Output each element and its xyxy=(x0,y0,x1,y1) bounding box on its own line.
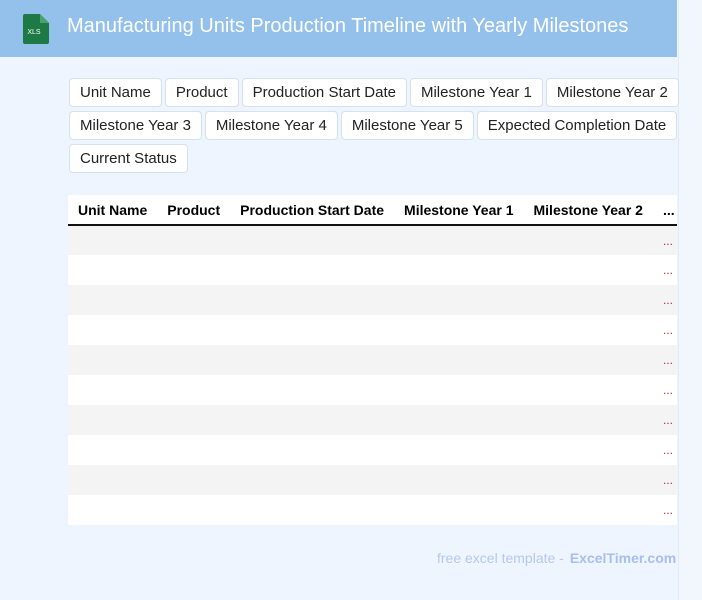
table-cell: ... xyxy=(652,285,677,315)
table-cell xyxy=(230,315,394,345)
table-cell xyxy=(230,255,394,285)
table-cell xyxy=(68,255,157,285)
table-cell xyxy=(394,495,523,525)
table-row: ... xyxy=(68,435,677,465)
table-cell xyxy=(230,345,395,375)
table-cell xyxy=(394,345,524,375)
column-chip[interactable]: Unit Name xyxy=(69,78,162,107)
table-cell xyxy=(394,465,524,495)
page-title: Manufacturing Units Production Timeline … xyxy=(67,15,629,37)
table-cell xyxy=(230,285,395,315)
table-row: ... xyxy=(68,345,677,375)
table-row: ... xyxy=(68,405,677,435)
table-cell xyxy=(524,435,653,465)
page-header: XLS Manufacturing Units Production Timel… xyxy=(0,0,677,57)
table-cell xyxy=(157,285,231,315)
table-cell: ... xyxy=(652,465,677,495)
table-cell: ... xyxy=(662,443,673,457)
table-cell xyxy=(523,465,653,495)
table-cell xyxy=(523,345,653,375)
table-cell: ... xyxy=(652,345,677,375)
data-table: Unit Name Product Production Start Date Mil… xyxy=(68,195,677,525)
column-header[interactable]: Production Start Date xyxy=(230,195,395,226)
table-cell xyxy=(68,435,157,465)
column-chip[interactable]: Milestone Year 5 xyxy=(340,111,474,140)
column-chip[interactable]: Milestone Year 2 xyxy=(545,78,679,107)
table-cell xyxy=(394,375,523,405)
scrollbar-track[interactable] xyxy=(678,0,702,600)
table-row: ... xyxy=(68,285,677,315)
table-cell xyxy=(394,255,523,285)
table-cell xyxy=(157,375,230,405)
table-cell xyxy=(230,405,395,435)
column-header[interactable]: ... xyxy=(652,195,677,226)
table-row: ... xyxy=(68,225,677,255)
table-cell xyxy=(523,225,653,255)
table-cell xyxy=(157,495,230,525)
column-chip[interactable]: Milestone Year 3 xyxy=(69,111,202,140)
table-cell xyxy=(524,315,653,345)
table-cell xyxy=(394,435,523,465)
table-cell: ... xyxy=(662,503,673,517)
table-cell xyxy=(524,375,653,405)
column-chip[interactable]: Current Status xyxy=(69,144,188,173)
table-cell xyxy=(157,435,230,465)
table-cell xyxy=(157,225,231,255)
table-cell: ... xyxy=(652,225,677,255)
column-chips: Unit Name Product Production Start Date Mil… xyxy=(69,78,679,173)
svg-text:XLS: XLS xyxy=(27,29,41,36)
table-cell xyxy=(157,255,230,285)
table-cell xyxy=(524,495,653,525)
table-cell xyxy=(523,405,653,435)
table-cell xyxy=(68,345,158,375)
table-cell xyxy=(68,225,158,255)
table-row: ... xyxy=(68,375,677,405)
table-header-row: Unit Name Product Production Start Date Mil… xyxy=(68,195,677,226)
table-cell xyxy=(230,435,394,465)
table-cell: ... xyxy=(662,383,673,397)
column-chip[interactable]: Production Start Date xyxy=(241,78,407,107)
table-cell xyxy=(68,315,157,345)
footer-brand-link[interactable]: ExcelTimer.com xyxy=(569,550,677,566)
table-row: ... xyxy=(68,465,677,495)
column-header[interactable]: Milestone Year 2 xyxy=(523,195,653,226)
table-row: ... xyxy=(68,495,677,525)
table-row: ... xyxy=(68,255,677,285)
table-cell xyxy=(394,285,524,315)
column-header[interactable]: Product xyxy=(157,195,231,226)
table-cell xyxy=(394,315,523,345)
column-header[interactable]: Unit Name xyxy=(68,195,158,226)
column-chip[interactable]: Expected Completion Date xyxy=(476,111,678,140)
column-chip[interactable]: Milestone Year 1 xyxy=(409,78,543,107)
table-cell: ... xyxy=(662,263,673,277)
table-cell: ... xyxy=(662,323,673,337)
table-cell xyxy=(230,465,395,495)
table-cell xyxy=(230,375,394,405)
table-row: ... xyxy=(68,315,677,345)
table-cell xyxy=(68,285,158,315)
table-cell xyxy=(157,405,231,435)
excel-file-icon: XLS xyxy=(23,14,49,44)
column-header[interactable]: Milestone Year 1 xyxy=(394,195,524,226)
table-cell xyxy=(157,345,231,375)
table-cell xyxy=(230,495,394,525)
table-cell xyxy=(394,225,524,255)
footer-text: free excel template - xyxy=(437,550,564,566)
column-chip[interactable]: Product xyxy=(164,78,239,107)
table-cell xyxy=(523,285,653,315)
table-cell xyxy=(68,465,158,495)
table-cell xyxy=(394,405,524,435)
table-cell: ... xyxy=(652,405,677,435)
table-cell xyxy=(524,255,653,285)
table-cell xyxy=(157,315,230,345)
footer: free excel template - ExcelTimer.com xyxy=(437,550,676,566)
table-cell xyxy=(68,495,157,525)
column-chip[interactable]: Milestone Year 4 xyxy=(204,111,338,140)
table-cell xyxy=(68,405,158,435)
table-cell xyxy=(68,375,157,405)
table-cell xyxy=(157,465,231,495)
table-cell xyxy=(230,225,395,255)
